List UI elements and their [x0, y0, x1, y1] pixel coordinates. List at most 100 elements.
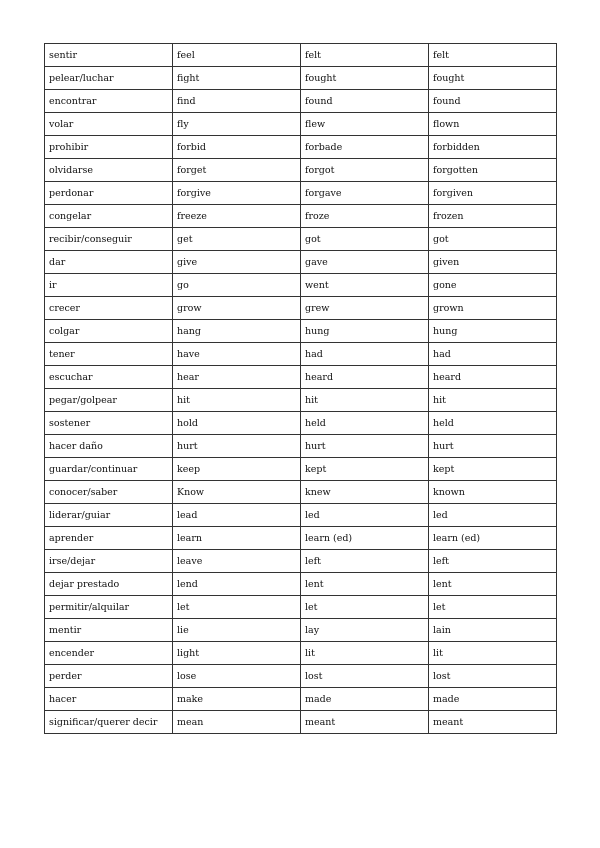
cell-infinitive: feel [172, 43, 301, 67]
cell-infinitive: fight [172, 66, 301, 90]
cell-spanish-meaning: significar/querer decir [44, 710, 173, 734]
cell-past-participle: hurt [428, 434, 557, 458]
cell-spanish-meaning: mentir [44, 618, 173, 642]
cell-spanish-meaning: guardar/continuar [44, 457, 173, 481]
cell-past-participle: led [428, 503, 557, 527]
table-row: perdonar forgive forgave forgiven [44, 181, 557, 205]
table-row: guardar/continuar keep kept kept [44, 457, 557, 481]
cell-spanish-meaning: pegar/golpear [44, 388, 173, 412]
cell-past-simple: flew [300, 112, 429, 136]
table-row: perder lose lost lost [44, 664, 557, 688]
table-row: hacer make made made [44, 687, 557, 711]
cell-spanish-meaning: prohibir [44, 135, 173, 159]
cell-past-simple: found [300, 89, 429, 113]
cell-spanish-meaning: encontrar [44, 89, 173, 113]
cell-past-simple: hurt [300, 434, 429, 458]
table-row: pegar/golpear hit hit hit [44, 388, 557, 412]
cell-past-participle: fought [428, 66, 557, 90]
cell-past-simple: learn (ed) [300, 526, 429, 550]
cell-infinitive: give [172, 250, 301, 274]
cell-spanish-meaning: volar [44, 112, 173, 136]
cell-infinitive: light [172, 641, 301, 665]
cell-infinitive: hang [172, 319, 301, 343]
table-body: sentir feel felt felt pelear/luchar fight foug… [44, 43, 557, 734]
cell-spanish-meaning: crecer [44, 296, 173, 320]
table-row: permitir/alquilar let let let [44, 595, 557, 619]
cell-infinitive: go [172, 273, 301, 297]
cell-infinitive: let [172, 595, 301, 619]
cell-spanish-meaning: perder [44, 664, 173, 688]
cell-infinitive: learn [172, 526, 301, 550]
cell-infinitive: hit [172, 388, 301, 412]
cell-past-participle: flown [428, 112, 557, 136]
cell-spanish-meaning: dejar prestado [44, 572, 173, 596]
cell-spanish-meaning: aprender [44, 526, 173, 550]
table-row: encontrar find found found [44, 89, 557, 113]
cell-past-simple: heard [300, 365, 429, 389]
cell-past-simple: felt [300, 43, 429, 67]
irregular-verbs-table: sentir feel felt felt pelear/luchar fight foug… [44, 43, 557, 734]
cell-past-simple: grew [300, 296, 429, 320]
table-row: aprender learn learn (ed) learn (ed) [44, 526, 557, 550]
cell-past-participle: made [428, 687, 557, 711]
cell-past-participle: had [428, 342, 557, 366]
cell-spanish-meaning: irse/dejar [44, 549, 173, 573]
table-row: mentir lie lay lain [44, 618, 557, 642]
cell-past-participle: lit [428, 641, 557, 665]
cell-infinitive: Know [172, 480, 301, 504]
table-row: conocer/saber Know knew known [44, 480, 557, 504]
cell-infinitive: lend [172, 572, 301, 596]
cell-past-simple: meant [300, 710, 429, 734]
cell-past-simple: lay [300, 618, 429, 642]
table-row: dejar prestado lend lent lent [44, 572, 557, 596]
cell-spanish-meaning: tener [44, 342, 173, 366]
cell-past-simple: lit [300, 641, 429, 665]
cell-infinitive: forbid [172, 135, 301, 159]
cell-spanish-meaning: liderar/guiar [44, 503, 173, 527]
cell-past-participle: felt [428, 43, 557, 67]
cell-past-simple: froze [300, 204, 429, 228]
cell-infinitive: find [172, 89, 301, 113]
cell-infinitive: mean [172, 710, 301, 734]
table-row: colgar hang hung hung [44, 319, 557, 343]
cell-infinitive: hold [172, 411, 301, 435]
cell-spanish-meaning: perdonar [44, 181, 173, 205]
table-row: dar give gave given [44, 250, 557, 274]
cell-past-simple: knew [300, 480, 429, 504]
cell-infinitive: lead [172, 503, 301, 527]
table-row: sentir feel felt felt [44, 43, 557, 67]
cell-past-simple: forgot [300, 158, 429, 182]
cell-past-simple: fought [300, 66, 429, 90]
cell-past-simple: had [300, 342, 429, 366]
cell-past-simple: went [300, 273, 429, 297]
cell-past-participle: meant [428, 710, 557, 734]
cell-past-simple: forbade [300, 135, 429, 159]
cell-spanish-meaning: congelar [44, 204, 173, 228]
cell-past-simple: kept [300, 457, 429, 481]
cell-infinitive: grow [172, 296, 301, 320]
cell-past-simple: hung [300, 319, 429, 343]
cell-past-participle: forbidden [428, 135, 557, 159]
table-row: sostener hold held held [44, 411, 557, 435]
table-row: crecer grow grew grown [44, 296, 557, 320]
cell-past-participle: hit [428, 388, 557, 412]
cell-infinitive: lie [172, 618, 301, 642]
cell-spanish-meaning: ir [44, 273, 173, 297]
cell-past-simple: got [300, 227, 429, 251]
cell-past-simple: forgave [300, 181, 429, 205]
cell-past-participle: lain [428, 618, 557, 642]
cell-past-simple: lent [300, 572, 429, 596]
cell-past-participle: gone [428, 273, 557, 297]
cell-infinitive: fly [172, 112, 301, 136]
cell-past-simple: hit [300, 388, 429, 412]
cell-spanish-meaning: sentir [44, 43, 173, 67]
cell-past-participle: found [428, 89, 557, 113]
cell-infinitive: forget [172, 158, 301, 182]
cell-past-simple: made [300, 687, 429, 711]
cell-past-participle: heard [428, 365, 557, 389]
cell-infinitive: leave [172, 549, 301, 573]
cell-infinitive: forgive [172, 181, 301, 205]
table-row: hacer daño hurt hurt hurt [44, 434, 557, 458]
cell-infinitive: hear [172, 365, 301, 389]
cell-spanish-meaning: escuchar [44, 365, 173, 389]
